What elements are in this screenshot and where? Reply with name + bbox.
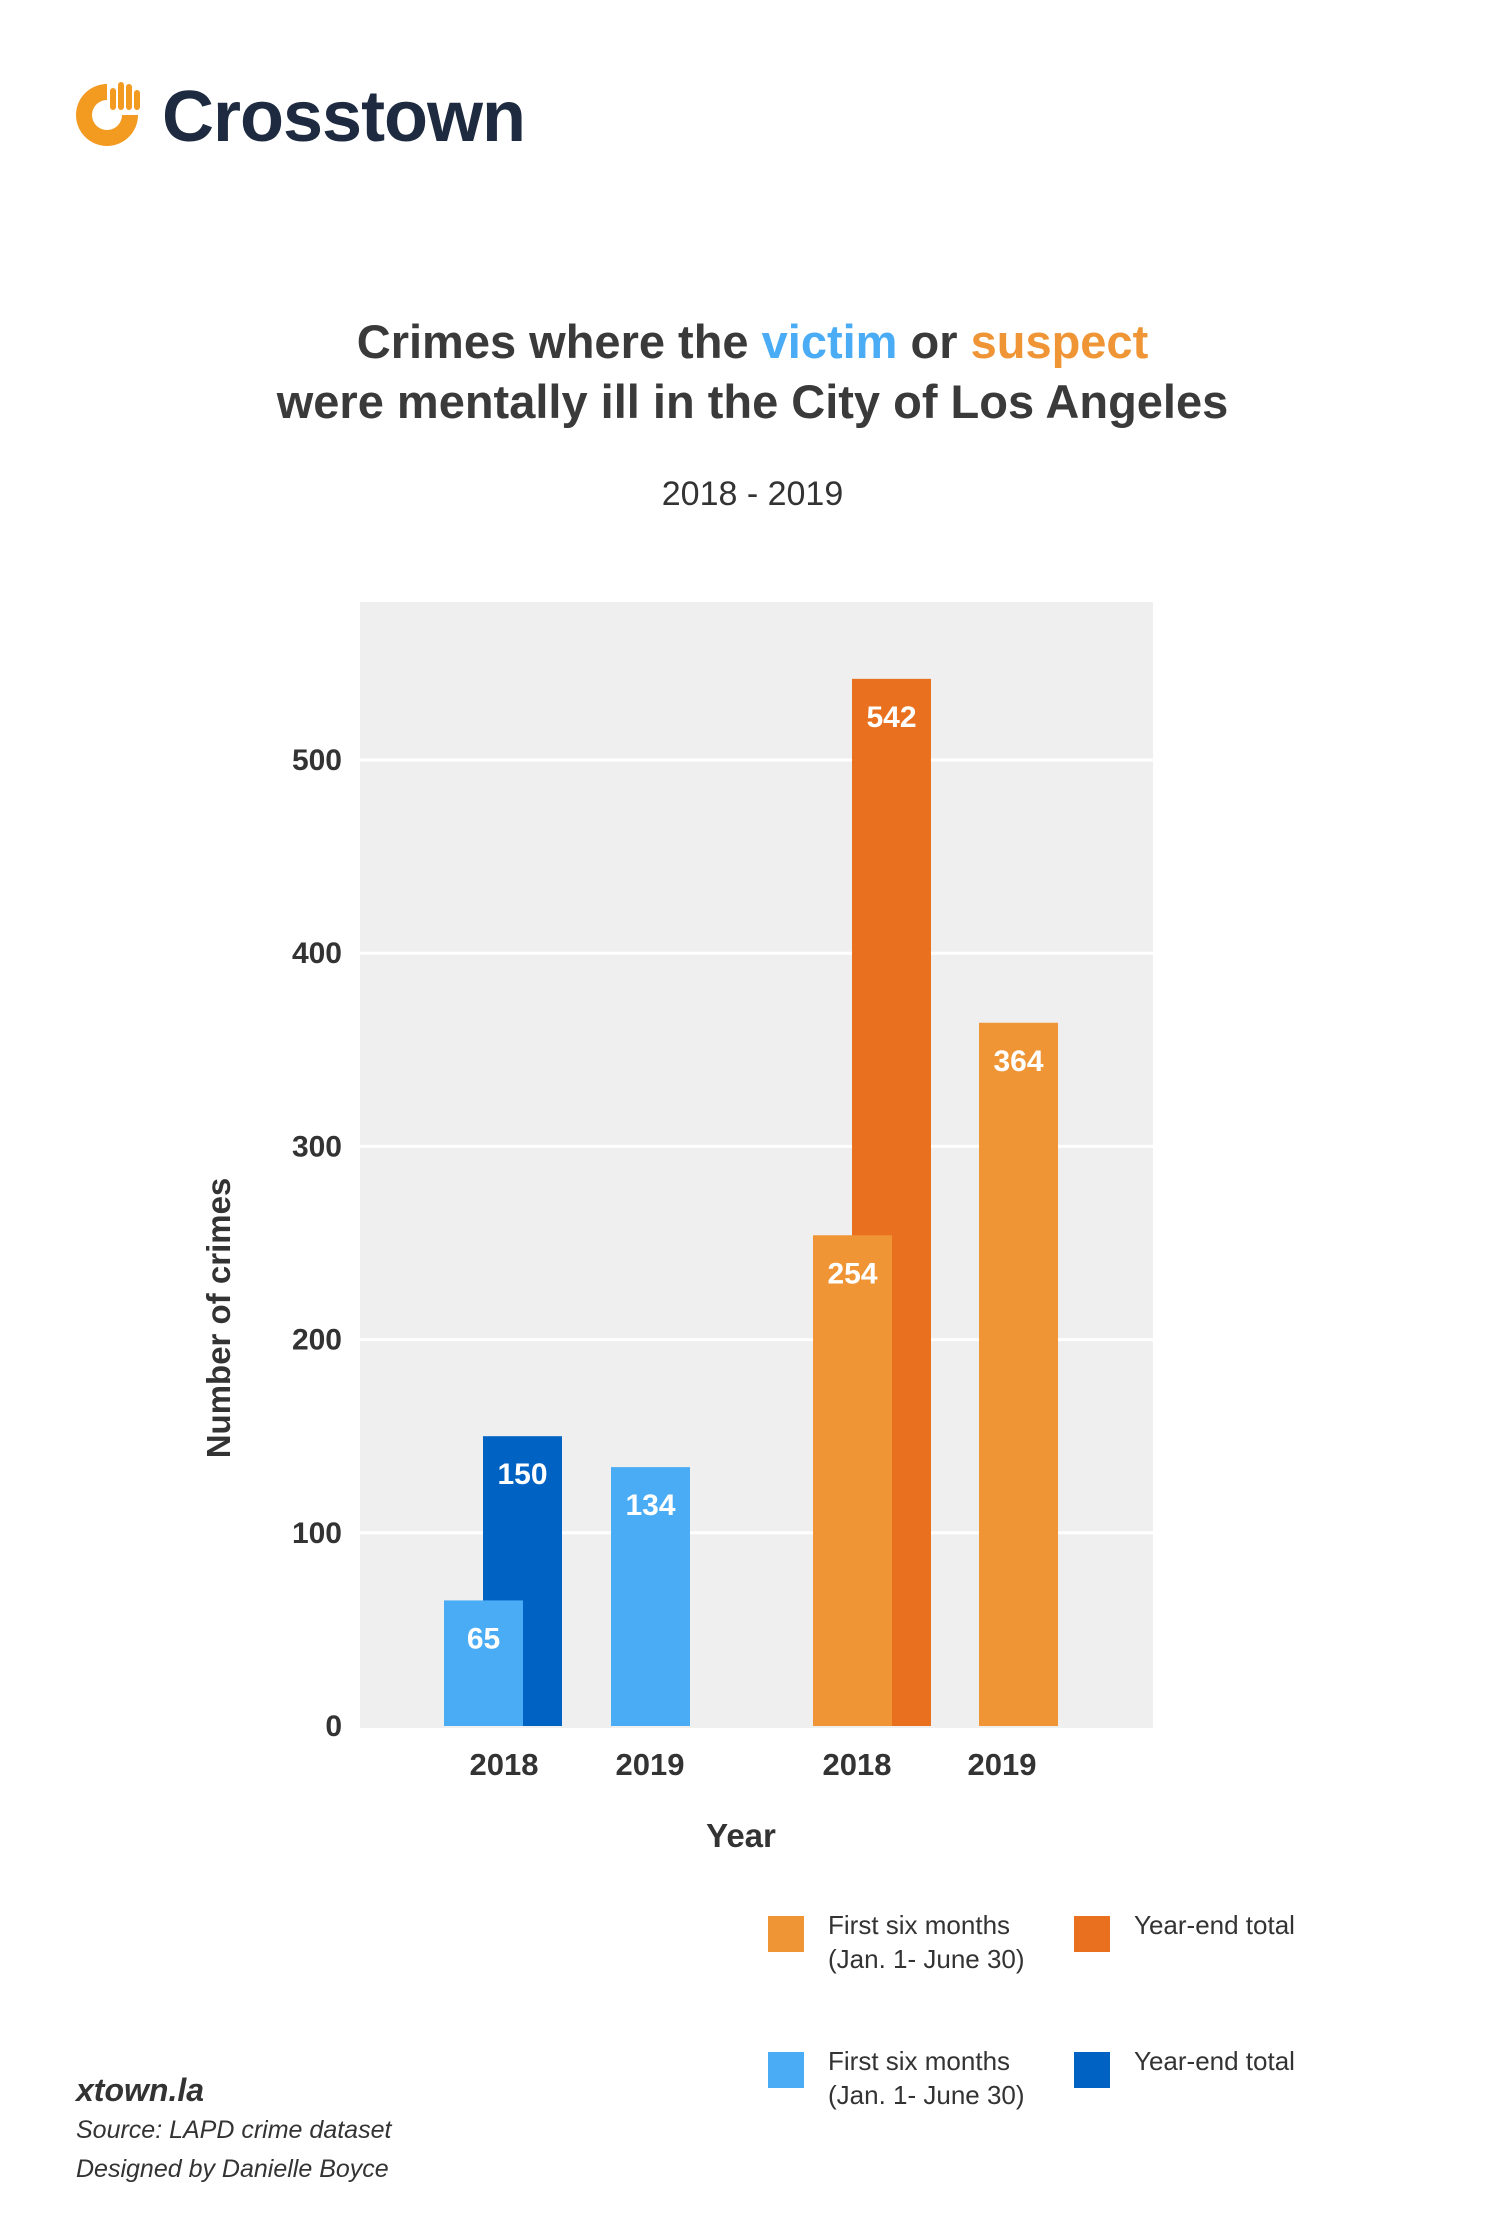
legend-label-line1: First six months xyxy=(828,1910,1011,1940)
x-tick-label: 2019 xyxy=(616,1747,685,1782)
bar-value-label: 134 xyxy=(625,1489,675,1522)
x-tick-label: 2018 xyxy=(823,1747,892,1782)
footer-designer: Designed by Danielle Boyce xyxy=(76,2155,389,2183)
x-tick-label: 2018 xyxy=(470,1747,539,1782)
y-tick-label: 300 xyxy=(292,1130,342,1163)
chart-title-line2: were mentally ill in the City of Los Ang… xyxy=(276,375,1229,428)
y-tick-label: 400 xyxy=(292,937,342,970)
legend-label: Year-end total xyxy=(1134,2044,1295,2078)
bar-suspect-2018-first xyxy=(813,1235,892,1726)
bar-victim-2018-first xyxy=(444,1600,523,1726)
bar-value-label: 542 xyxy=(866,701,916,734)
y-axis-label: Number of crimes xyxy=(200,1178,237,1459)
y-tick-label: 0 xyxy=(325,1710,342,1743)
x-axis-label: Year xyxy=(706,1817,776,1854)
legend-label: First six months (Jan. 1- June 30) xyxy=(828,1908,1025,1976)
y-tick-label: 200 xyxy=(292,1324,342,1357)
legend-swatch xyxy=(1074,2052,1110,2088)
legend-label: Year-end total xyxy=(1134,1908,1295,1942)
chart-subtitle: 2018 - 2019 xyxy=(661,475,844,513)
bar-value-label: 364 xyxy=(993,1045,1043,1078)
legend-label-line1: Year-end total xyxy=(1134,2046,1295,2076)
bar-value-label: 254 xyxy=(827,1257,877,1290)
bar-suspect-2019-first xyxy=(979,1022,1058,1726)
legend-label-line1: Year-end total xyxy=(1134,1910,1295,1940)
brand-name: Crosstown xyxy=(162,77,526,157)
legend-swatch xyxy=(768,2052,804,2088)
legend-label: First six months (Jan. 1- June 30) xyxy=(828,2044,1025,2112)
y-tick-label: 500 xyxy=(292,744,342,777)
x-tick-label: 2019 xyxy=(968,1747,1037,1782)
legend-label-line1: First six months xyxy=(828,2046,1011,2076)
title-victim-word: victim xyxy=(761,315,898,368)
title-middle: or xyxy=(910,315,958,368)
chart-title-line1: Crimes where the victim or suspect xyxy=(0,312,1505,372)
title-suspect-word: suspect xyxy=(970,315,1149,368)
footer-source: Source: LAPD crime dataset xyxy=(76,2116,392,2144)
crosstown-hand-logo-icon xyxy=(76,82,140,146)
bar-victim-2019-first xyxy=(611,1467,690,1726)
footer-site[interactable]: xtown.la xyxy=(76,2072,205,2108)
y-tick-label: 100 xyxy=(292,1517,342,1550)
legend-swatch xyxy=(768,1916,804,1952)
legend-label-line2: (Jan. 1- June 30) xyxy=(828,1944,1025,1974)
bar-value-label: 150 xyxy=(497,1458,547,1491)
legend-swatch xyxy=(1074,1916,1110,1952)
bar-value-label: 65 xyxy=(467,1622,500,1655)
legend-label-line2: (Jan. 1- June 30) xyxy=(828,2080,1025,2110)
title-prefix: Crimes where the xyxy=(356,315,749,368)
